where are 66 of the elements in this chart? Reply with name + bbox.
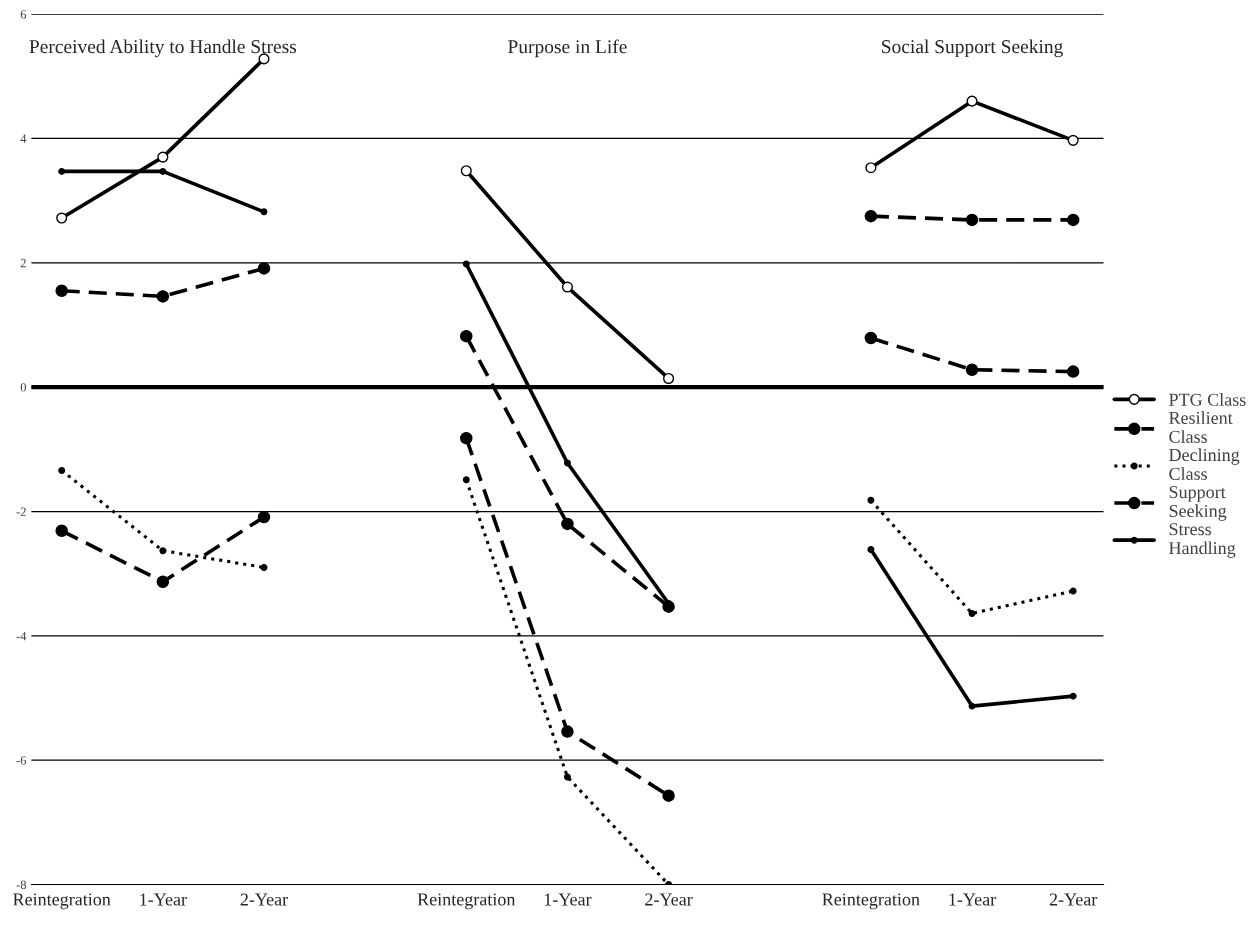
point bbox=[157, 151, 169, 163]
point bbox=[460, 329, 473, 343]
x-tick-label: 1-Year bbox=[544, 893, 592, 906]
point bbox=[257, 510, 271, 524]
point bbox=[563, 773, 571, 781]
point bbox=[159, 167, 167, 175]
point bbox=[56, 212, 68, 224]
point bbox=[561, 281, 573, 293]
point bbox=[55, 524, 68, 538]
legend-label: PTG Class bbox=[1169, 393, 1246, 406]
point bbox=[867, 496, 875, 504]
y-tick-label: 2 bbox=[20, 258, 26, 268]
annotation: Perceived Ability to Handle Stress bbox=[29, 39, 297, 58]
legend-label: Stress Handling bbox=[1169, 523, 1236, 558]
legend-label: Declining Class bbox=[1169, 448, 1240, 480]
legend-label: Support Seeking bbox=[1169, 486, 1227, 521]
x-tick-label: Reintegration bbox=[822, 893, 920, 910]
point bbox=[1066, 213, 1080, 227]
point bbox=[462, 476, 470, 484]
point bbox=[1067, 134, 1079, 146]
y-tick-label: 6 bbox=[20, 10, 27, 19]
x-tick-label: 1-Year bbox=[140, 893, 187, 906]
point bbox=[260, 208, 268, 216]
point bbox=[58, 466, 66, 474]
point bbox=[561, 517, 574, 531]
x-tick-label: 1-Year bbox=[949, 893, 997, 906]
point bbox=[663, 372, 675, 385]
point bbox=[563, 459, 571, 467]
annotation: Purpose in Life bbox=[508, 39, 627, 58]
point bbox=[260, 563, 268, 571]
point bbox=[1069, 692, 1077, 700]
x-tick-label: 2-Year bbox=[645, 893, 693, 906]
point bbox=[966, 95, 978, 107]
x-tick-label: 2-Year bbox=[1049, 893, 1098, 906]
point bbox=[58, 167, 66, 175]
point bbox=[968, 609, 976, 617]
y-tick-label: 0 bbox=[20, 383, 27, 392]
y-tick-label: -2 bbox=[16, 507, 26, 516]
point bbox=[864, 331, 878, 345]
point bbox=[156, 290, 170, 303]
point bbox=[662, 789, 675, 802]
point bbox=[257, 262, 271, 275]
point bbox=[55, 284, 68, 298]
point bbox=[460, 165, 472, 177]
point bbox=[865, 162, 877, 174]
point bbox=[867, 545, 875, 553]
y-tick-label: -6 bbox=[16, 756, 27, 765]
legend-label: Resilient Class bbox=[1169, 411, 1233, 443]
point bbox=[258, 53, 270, 65]
y-tick-label: -4 bbox=[16, 631, 27, 641]
point bbox=[965, 213, 979, 227]
point bbox=[159, 547, 167, 555]
x-tick-label: Reintegration bbox=[13, 893, 111, 910]
point bbox=[156, 575, 170, 589]
y-tick-label: 4 bbox=[20, 134, 27, 143]
point bbox=[561, 725, 574, 738]
point bbox=[864, 209, 878, 223]
point bbox=[460, 431, 473, 445]
x-tick-label: 2-Year bbox=[240, 893, 288, 906]
y-tick-label: -8 bbox=[16, 880, 27, 889]
point bbox=[462, 260, 470, 268]
x-tick-label: Reintegration bbox=[417, 893, 516, 910]
point bbox=[965, 363, 979, 376]
point bbox=[1066, 365, 1080, 378]
point bbox=[1069, 587, 1077, 595]
annotation: Social Support Seeking bbox=[882, 39, 1063, 58]
